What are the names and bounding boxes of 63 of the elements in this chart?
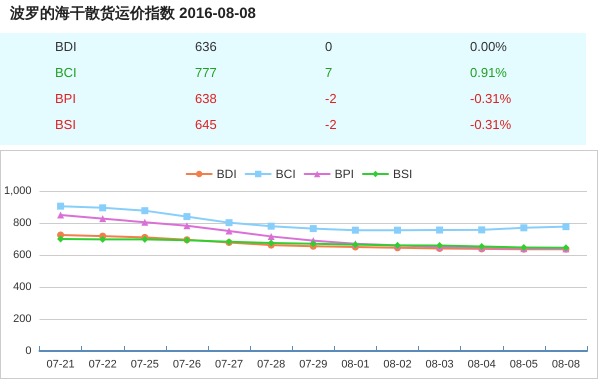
x-tick-label: 07-29 xyxy=(299,358,328,370)
point xyxy=(99,204,106,212)
point xyxy=(57,236,64,242)
x-tick-label: 08-04 xyxy=(468,358,496,370)
text: -2 xyxy=(325,91,337,106)
text: -0.31% xyxy=(470,117,512,132)
x-tick-label: 07-22 xyxy=(88,358,117,370)
point xyxy=(183,222,190,230)
text: 0.00% xyxy=(470,39,507,54)
x-tick-label: 08-05 xyxy=(510,358,538,370)
text: 0.91% xyxy=(470,65,507,80)
point xyxy=(352,226,359,234)
text: -0.31% xyxy=(470,91,512,106)
legend-label: BPI xyxy=(334,167,354,181)
text: BSI xyxy=(55,117,76,132)
y-tick-label: 600 xyxy=(13,249,32,261)
text: 645 xyxy=(195,117,217,132)
point xyxy=(310,225,317,232)
text: -2 xyxy=(325,117,337,132)
text: BPI xyxy=(55,91,76,106)
y-tick-label: 800 xyxy=(13,217,32,229)
y-tick-label: 0 xyxy=(25,345,32,357)
y-tick-label: 200 xyxy=(13,313,32,325)
text: 7 xyxy=(325,65,332,80)
point xyxy=(268,232,275,240)
x-tick-label: 07-21 xyxy=(46,358,75,370)
legend-label: BSI xyxy=(393,167,412,181)
text: 波罗的海干散货运价指数 2016-08-08 xyxy=(9,4,257,24)
text: 0 xyxy=(325,39,332,54)
point xyxy=(520,224,528,232)
point xyxy=(57,202,64,210)
point xyxy=(268,222,275,230)
point xyxy=(57,212,64,218)
point xyxy=(99,236,106,243)
point xyxy=(478,226,486,234)
point xyxy=(268,240,275,246)
point xyxy=(99,215,106,222)
point xyxy=(141,207,148,214)
text: BDI xyxy=(55,39,77,54)
y-tick-label: 1,000 xyxy=(4,185,32,197)
point xyxy=(436,226,444,234)
x-tick-label: 07-28 xyxy=(257,358,286,370)
x-tick-label: 08-02 xyxy=(383,358,412,370)
x-tick-label: 08-03 xyxy=(426,358,454,370)
x-tick-label: 07-27 xyxy=(214,358,244,370)
point xyxy=(226,219,233,226)
point xyxy=(183,213,190,220)
legend-label: BDI xyxy=(216,167,237,181)
text: 777 xyxy=(195,65,217,80)
y-tick-label: 400 xyxy=(13,281,32,293)
point xyxy=(141,218,148,226)
text: BCI xyxy=(55,65,77,80)
text: 636 xyxy=(195,39,217,54)
x-tick-label: 07-26 xyxy=(172,358,201,370)
point xyxy=(226,228,233,234)
point xyxy=(562,223,570,230)
x-tick-label: 08-08 xyxy=(552,358,580,370)
point xyxy=(394,226,401,234)
point xyxy=(310,240,317,248)
x-tick-label: 07-25 xyxy=(130,358,159,370)
text: 638 xyxy=(195,91,217,106)
x-tick-label: 08-01 xyxy=(341,358,370,370)
legend-label: BCI xyxy=(276,167,296,181)
